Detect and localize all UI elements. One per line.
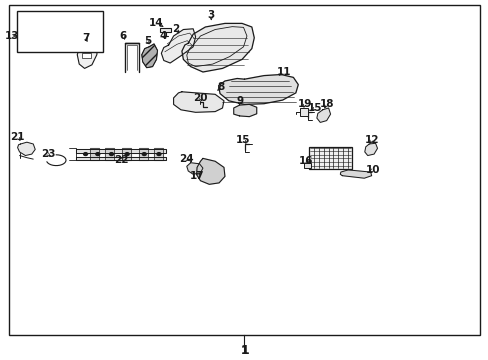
- Circle shape: [157, 153, 161, 156]
- Polygon shape: [161, 29, 195, 63]
- Polygon shape: [90, 148, 99, 160]
- Polygon shape: [218, 75, 298, 104]
- Text: 3: 3: [207, 10, 214, 21]
- Polygon shape: [364, 143, 377, 156]
- Text: 4: 4: [159, 31, 167, 41]
- Polygon shape: [105, 148, 114, 160]
- Text: 12: 12: [364, 135, 378, 145]
- Circle shape: [142, 153, 146, 156]
- Polygon shape: [173, 92, 224, 112]
- Polygon shape: [142, 44, 157, 68]
- Text: 1: 1: [241, 346, 247, 356]
- Circle shape: [96, 153, 100, 156]
- Text: 15: 15: [307, 103, 322, 113]
- Text: 9: 9: [236, 96, 243, 106]
- Bar: [81, 53, 91, 58]
- Text: 21: 21: [10, 132, 25, 142]
- Text: 2: 2: [172, 24, 179, 34]
- Text: 14: 14: [149, 18, 163, 28]
- Text: 1: 1: [240, 345, 248, 357]
- Circle shape: [83, 153, 87, 156]
- Bar: [17, 11, 102, 52]
- Polygon shape: [182, 23, 254, 72]
- Polygon shape: [316, 108, 330, 122]
- Polygon shape: [122, 148, 131, 160]
- Text: 19: 19: [297, 99, 312, 109]
- Circle shape: [109, 153, 113, 156]
- Text: 6: 6: [120, 31, 126, 41]
- Polygon shape: [233, 104, 256, 117]
- Bar: [304, 163, 310, 168]
- Text: 15: 15: [236, 135, 250, 145]
- Text: 23: 23: [41, 149, 55, 159]
- Text: 20: 20: [193, 93, 207, 103]
- Polygon shape: [76, 149, 166, 153]
- Text: 18: 18: [319, 99, 333, 109]
- Text: 22: 22: [114, 155, 128, 165]
- Polygon shape: [340, 170, 371, 178]
- Polygon shape: [77, 39, 98, 68]
- Text: 24: 24: [179, 154, 194, 164]
- Bar: [160, 28, 171, 32]
- Text: 5: 5: [144, 36, 151, 46]
- Polygon shape: [30, 22, 40, 32]
- Polygon shape: [46, 20, 62, 36]
- Text: 13: 13: [5, 31, 20, 41]
- Text: 10: 10: [365, 165, 379, 175]
- Circle shape: [125, 153, 129, 156]
- Text: 16: 16: [298, 156, 312, 166]
- Text: 17: 17: [189, 171, 204, 181]
- Polygon shape: [186, 163, 203, 174]
- Polygon shape: [76, 157, 166, 160]
- Bar: [300, 108, 307, 116]
- Text: 8: 8: [217, 82, 224, 92]
- Polygon shape: [139, 148, 148, 160]
- Polygon shape: [196, 158, 224, 184]
- Bar: [308, 147, 351, 169]
- Bar: [81, 45, 91, 50]
- Text: 7: 7: [81, 33, 89, 43]
- Text: 11: 11: [276, 67, 290, 77]
- Polygon shape: [154, 148, 163, 160]
- Polygon shape: [18, 142, 35, 156]
